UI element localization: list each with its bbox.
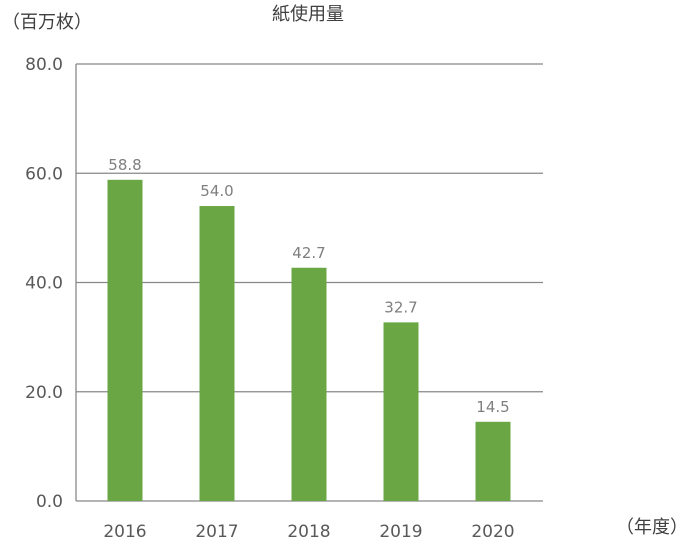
bar-2017 bbox=[199, 206, 235, 501]
data-label-2019: 32.7 bbox=[384, 298, 417, 316]
y-tick-label: 80.0 bbox=[25, 55, 63, 75]
x-tick-label-2019: 2019 bbox=[379, 522, 422, 540]
bars bbox=[107, 179, 511, 501]
bar-2019 bbox=[383, 322, 419, 501]
bar-2018 bbox=[291, 267, 327, 501]
x-tick-label-2016: 2016 bbox=[103, 522, 146, 540]
y-tick-label: 40.0 bbox=[25, 274, 63, 294]
chart-title: 紙使用量 bbox=[272, 4, 344, 25]
y-tick-label: 0.0 bbox=[36, 492, 63, 512]
x-axis-unit: （年度） bbox=[616, 517, 688, 538]
bar-2016 bbox=[107, 179, 143, 501]
x-tick-label-2020: 2020 bbox=[471, 522, 514, 540]
y-tick-label: 20.0 bbox=[25, 383, 63, 403]
y-axis-tick-labels: 0.0 20.0 40.0 60.0 80.0 bbox=[25, 55, 63, 512]
x-axis-tick-labels: 2016 2017 2018 2019 2020 bbox=[103, 522, 514, 540]
y-axis-unit: （百万枚） bbox=[2, 12, 92, 33]
data-label-2017: 54.0 bbox=[200, 182, 233, 200]
y-tick-label: 60.0 bbox=[25, 164, 63, 184]
bar-2020 bbox=[475, 421, 511, 501]
data-label-2020: 14.5 bbox=[476, 398, 509, 416]
data-label-2016: 58.8 bbox=[108, 156, 141, 174]
data-labels: 58.8 54.0 42.7 32.7 14.5 bbox=[108, 156, 509, 416]
data-label-2018: 42.7 bbox=[292, 244, 325, 262]
x-tick-label-2017: 2017 bbox=[195, 522, 238, 540]
x-tick-label-2018: 2018 bbox=[287, 522, 330, 540]
